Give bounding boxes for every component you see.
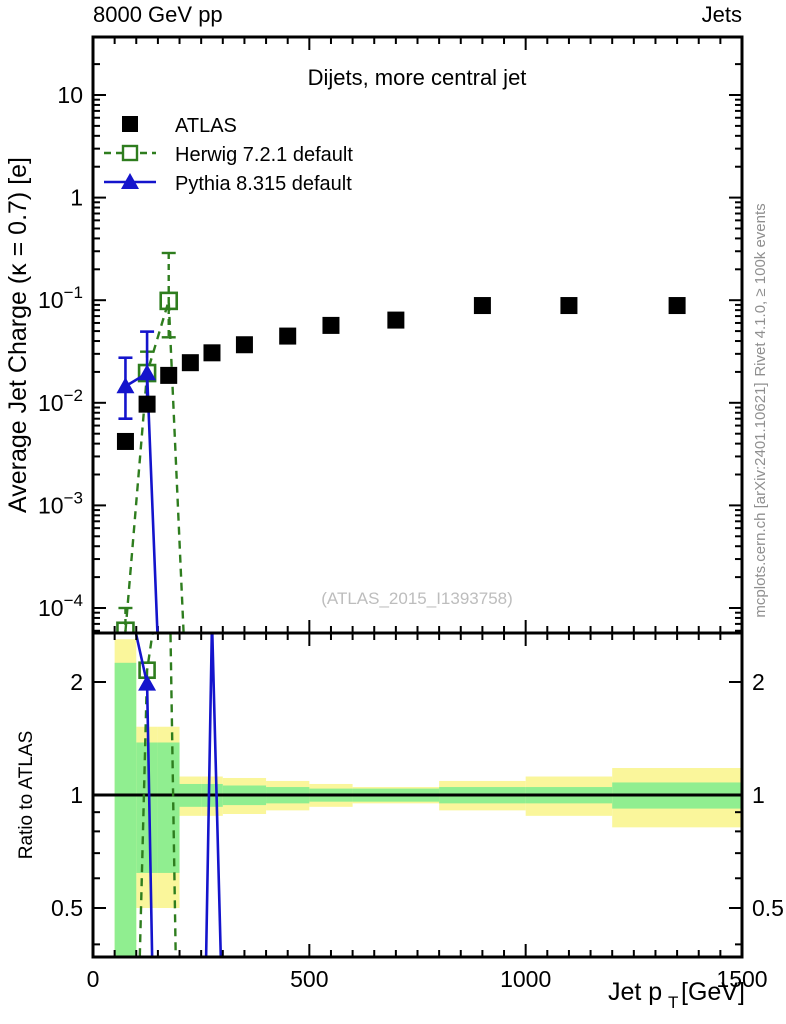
atlas-marker — [473, 297, 491, 315]
ratio-plot-panel: 2 2 1 1 0.5 0.5 0 500 1000 1500 — [51, 631, 784, 992]
atlas-marker — [138, 395, 156, 413]
x-tick-label: 0 — [87, 966, 100, 992]
band-inner — [157, 742, 180, 873]
series-atlas-main — [116, 297, 686, 450]
atlas-marker — [160, 366, 178, 384]
atlas-marker — [203, 344, 221, 362]
atlas-marker — [322, 316, 340, 334]
y-tick-label: 10−2 — [38, 386, 83, 416]
series-pythia-ratio — [134, 633, 223, 957]
plot-title: Dijets, more central jet — [308, 65, 527, 90]
x-axis-label: Jet p T [GeV] — [608, 978, 745, 1012]
band-inner — [136, 742, 158, 873]
x-tick-label: 500 — [290, 966, 328, 992]
ratio-y-tick-label-right: 2 — [752, 669, 765, 695]
header-left-label: 8000 GeV pp — [93, 2, 223, 27]
main-y-tick-labels: 10 1 10−1 10−2 10−3 10−4 — [38, 82, 83, 621]
ratio-y-tick-label-right: 1 — [752, 782, 765, 808]
atlas-marker — [181, 354, 199, 372]
legend-label: Pythia 8.315 default — [175, 173, 352, 195]
ratio-y-tick-label-left: 0.5 — [51, 895, 83, 921]
atlas-marker — [560, 297, 578, 315]
y-tick-label: 10 — [57, 82, 83, 108]
y-tick-label: 10−4 — [38, 591, 83, 621]
rivet-version-label: Rivet 4.1.0, ≥ 100k events — [752, 203, 769, 376]
atlas-marker — [668, 297, 686, 315]
mcplots-source-label: mcplots.cern.ch [arXiv:2401.10621] — [752, 382, 769, 617]
legend: ATLAS Herwig 7.2.1 default Pythia 8.315 de… — [104, 115, 353, 195]
x-tick-labels: 0 500 1000 1500 — [87, 966, 768, 992]
y-axis-label-main: Average Jet Charge (κ = 0.7) [e] — [4, 157, 32, 513]
x-tick-label: 1500 — [716, 966, 767, 992]
legend-entry[interactable]: Pythia 8.315 default — [104, 173, 352, 195]
pythia-ratio-marker — [138, 674, 157, 691]
atlas-marker — [279, 327, 297, 345]
svg-text:T: T — [668, 993, 678, 1012]
y-tick-label: 10−1 — [38, 283, 83, 313]
legend-marker-square-filled — [122, 116, 138, 132]
legend-label: ATLAS — [175, 115, 237, 137]
svg-text:Jet p: Jet p — [608, 978, 662, 1006]
main-plot-panel: 10 1 10−1 10−2 10−3 10−4 — [38, 35, 744, 635]
legend-marker-triangle — [121, 173, 139, 189]
ratio-y-tick-label-right: 0.5 — [752, 895, 784, 921]
atlas-marker — [235, 336, 253, 354]
y-tick-label: 10−3 — [38, 488, 83, 518]
svg-text:[GeV]: [GeV] — [681, 978, 745, 1006]
herwig-marker — [159, 291, 179, 311]
y-axis-label-ratio: Ratio to ATLAS — [16, 731, 37, 860]
atlas-marker — [387, 311, 405, 329]
header-right-label: Jets — [702, 2, 742, 27]
legend-marker-square-open — [121, 144, 139, 162]
ratio-y-tick-label-left: 2 — [70, 669, 83, 695]
y-tick-label: 1 — [70, 185, 83, 211]
ratio-y-tick-labels: 2 2 1 1 0.5 0.5 — [51, 669, 784, 921]
herwig-marker — [116, 621, 135, 633]
band-inner — [114, 662, 137, 957]
x-tick-label: 1000 — [500, 966, 551, 992]
legend-entry[interactable]: Herwig 7.2.1 default — [104, 144, 353, 166]
legend-label: Herwig 7.2.1 default — [175, 144, 353, 166]
ratio-panel-frame — [91, 631, 744, 959]
legend-entry[interactable]: ATLAS — [122, 115, 237, 137]
pythia-marker — [116, 377, 135, 394]
pythia-marker — [138, 364, 157, 381]
ratio-y-tick-label-left: 1 — [70, 782, 83, 808]
atlas-marker — [116, 432, 134, 450]
analysis-id-watermark: (ATLAS_2015_I1393758) — [321, 589, 513, 608]
